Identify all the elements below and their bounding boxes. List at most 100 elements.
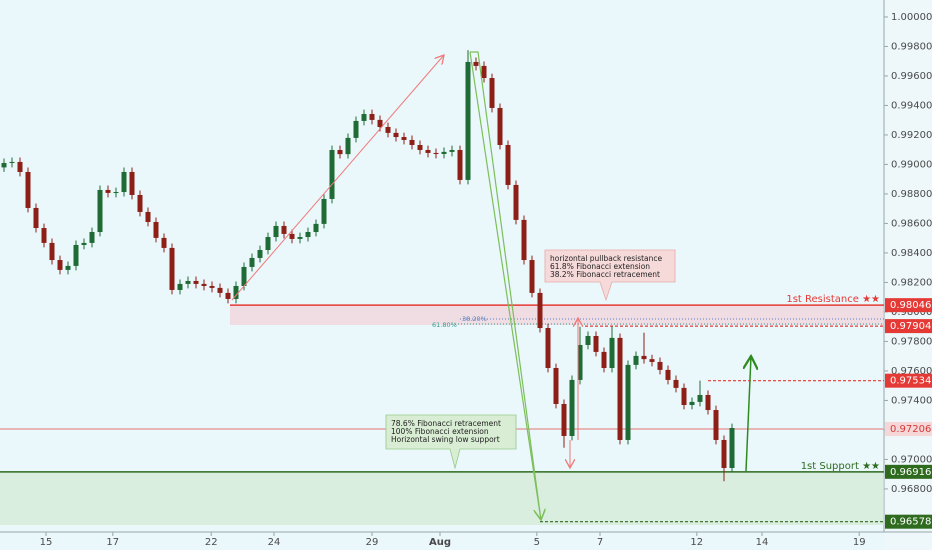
x-tick-label: 17 [106,537,119,548]
candle-body [609,337,615,368]
fib-label: 61.80% [432,321,457,329]
candle-body [369,114,375,120]
candle-body [593,335,599,352]
candle-body [657,361,663,370]
candle-body [577,344,583,380]
candle-body [633,355,639,365]
x-tick-label: 24 [268,537,281,548]
candle-body [177,283,183,290]
candle-body [241,266,247,286]
candle-body [721,439,727,468]
candle-body [57,260,63,270]
candle-body [17,161,23,172]
candle-body [481,65,487,79]
candle-body [497,107,503,145]
x-tick-label: 19 [853,537,866,548]
price-label-bg [885,298,932,313]
candle-body [217,287,223,293]
annotation-text: 61.8% Fibonacci extension [550,262,650,271]
candle-body [25,171,31,208]
axis-labels: 0.968000.970000.972000.974000.976000.978… [40,12,932,548]
candle-body [569,379,575,436]
candle-body [1,162,7,168]
candle-body [665,369,671,380]
candle-body [129,171,135,195]
y-tick-label: 0.98800 [891,189,932,200]
candle-body [713,410,719,440]
candle-body [89,232,95,243]
x-tick-label: Aug [429,537,451,548]
candle-body [169,247,175,290]
candle-body [537,292,543,329]
candle-body [233,285,239,299]
y-tick-label: 1.00000 [891,12,932,23]
candle-body [361,114,367,121]
candle-body [41,228,47,243]
y-tick-label: 0.97600 [891,366,932,377]
candle-body [641,355,647,360]
candle-body [441,151,447,154]
candle-body [49,242,55,261]
arrow [231,55,444,301]
candle-body [161,237,167,248]
annotation-text: Horizontal swing low support [391,435,500,444]
candle-body [297,237,303,239]
candle-body [729,428,735,468]
y-tick-label: 0.98600 [891,218,932,229]
candle-body [193,280,199,284]
grid [45,16,888,536]
candle-body [313,223,319,233]
candle-body [425,149,431,153]
x-tick-label: 5 [534,537,540,548]
support-zone [0,471,884,525]
candle-body [561,403,567,436]
y-tick-label: 0.99400 [891,100,932,111]
annotation-box [544,249,676,302]
y-tick-label: 0.97800 [891,336,932,347]
candle-body [321,198,327,224]
level-name: 1st Resistance ★★ [786,294,880,305]
y-tick-label: 0.98200 [891,277,932,288]
candle-body [393,132,399,138]
y-tick-label: 0.96800 [891,484,932,495]
candle-body [401,137,407,140]
candle-body [265,237,271,250]
candle-body [121,171,127,193]
y-tick-label: 0.99600 [891,71,932,82]
annotation-box [385,414,517,470]
annotation-text: 100% Fibonacci extension [391,427,489,436]
arrow [469,51,542,521]
y-tick-label: 0.99800 [891,41,932,52]
candle-body [145,211,151,222]
candle-body [617,337,623,440]
price-label: 0.97904 [890,321,931,332]
x-tick-label: 12 [690,537,703,548]
candle-body [345,137,351,155]
candle-body [329,149,335,199]
level-name: 1st Support ★★ [801,461,880,472]
price-label-bg [885,422,932,437]
resistance-zone [230,305,884,325]
candle-body [281,225,287,234]
candle-body [97,189,103,233]
price-label: 0.97206 [890,424,931,435]
x-tick-label: 7 [597,537,603,548]
candle-body [521,219,527,261]
candle-body [585,335,591,345]
candle-body [489,78,495,108]
price-label-bg [885,373,932,388]
candle-body [409,139,415,145]
candle-body [337,149,343,155]
candle-body [465,61,471,180]
candle-body [113,192,119,194]
y-tick-label: 0.99200 [891,130,932,141]
candle-body [201,283,207,286]
candle-body [545,328,551,368]
candle-body [649,359,655,362]
candle-body [705,394,711,411]
annotation-text: horizontal pullback resistance [550,254,663,263]
candle-body [209,285,215,288]
candle-body [305,232,311,238]
